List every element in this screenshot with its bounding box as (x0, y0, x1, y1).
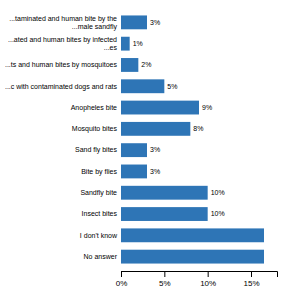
x-tick-mark (208, 271, 209, 277)
y-tick-label-line: Insect bites (82, 210, 118, 217)
y-tick: Bite by flies (81, 168, 117, 176)
data-label: 3% (150, 168, 160, 175)
data-label: 1% (133, 40, 143, 47)
y-tick-label: Anopheles bite (71, 104, 117, 112)
y-tick-label-line: ...c with contaminated dogs and rats (5, 83, 118, 91)
y-tick-label: ...taminated and human bite by the...mal… (9, 15, 117, 31)
y-tick: I don't know (80, 232, 118, 239)
x-tick: 10% (200, 271, 216, 288)
y-tick: ...c with contaminated dogs and rats (5, 83, 118, 91)
y-tick: Insect bites (82, 210, 118, 217)
bar (121, 228, 264, 242)
y-tick-label: ...c with contaminated dogs and rats (5, 83, 118, 91)
y-tick-label-line: ...taminated and human bite by the (9, 15, 117, 23)
x-tick-label: 15% (243, 279, 259, 288)
y-tick: Sand fly bites (75, 146, 118, 154)
bar (121, 250, 264, 264)
y-tick-label: I don't know (80, 232, 118, 239)
x-axis-line (122, 272, 278, 278)
data-label: 9% (202, 104, 212, 111)
y-tick-label-line: Sandfly bite (80, 189, 117, 197)
y-tick-label: Bite by flies (81, 168, 117, 176)
x-axis: 0% 5% 10% 15% (116, 271, 278, 288)
x-tick-mark (121, 271, 122, 277)
y-tick-label: Insect bites (82, 210, 118, 217)
y-tick: Mosquito bites (72, 125, 118, 133)
bar (121, 186, 208, 200)
bar (121, 37, 130, 51)
bar (121, 122, 190, 136)
x-tick: 15% (243, 271, 259, 288)
y-tick-label: Sandfly bite (80, 189, 117, 197)
y-tick-label: ...ts and human bites by mosquitoes (5, 61, 118, 69)
x-tick-label: 0% (116, 279, 128, 288)
y-tick: Anopheles bite (71, 104, 117, 112)
bar (121, 101, 199, 115)
y-tick-label-line: No answer (84, 253, 118, 260)
y-tick-label: Sand fly bites (75, 146, 118, 154)
bar (121, 165, 147, 179)
chart-container: 0% 5% 10% 15% No answer I don't know Insect bi… (0, 0, 293, 293)
bar (121, 207, 208, 221)
y-tick-label: Mosquito bites (72, 125, 118, 133)
bar (121, 79, 164, 93)
y-tick-label: ...ated and human bites by infected...es (8, 36, 117, 51)
data-label: 3% (150, 19, 160, 26)
x-tick-label: 5% (159, 279, 171, 288)
y-tick: Sandfly bite (80, 189, 117, 197)
y-tick: ...ated and human bites by infected...es (8, 36, 117, 51)
data-label: 5% (167, 83, 177, 90)
y-tick-label-line: Sand fly bites (75, 146, 118, 154)
bar (121, 143, 147, 157)
y-tick-label-line: Bite by flies (81, 168, 117, 176)
bars (121, 15, 264, 263)
data-labels: 10% 10% 3% 3% 8% 9% 5% 2% 1% 3% (133, 19, 225, 218)
x-tick: 0% (116, 271, 128, 288)
y-tick-label-line: ...es (104, 44, 118, 51)
plot-area: 0% 5% 10% 15% No answer I don't know Insect bi… (5, 15, 278, 288)
x-tick-mark (251, 271, 252, 277)
y-tick-label-line: Anopheles bite (71, 104, 117, 112)
y-tick: ...taminated and human bite by the...mal… (9, 15, 117, 31)
y-tick: No answer (84, 253, 118, 260)
x-tick-label: 10% (200, 279, 216, 288)
bar (121, 58, 138, 72)
data-label: 2% (141, 61, 151, 68)
data-label: 8% (193, 125, 203, 132)
y-tick-label-line: ...ated and human bites by infected (8, 36, 117, 44)
y-tick: ...ts and human bites by mosquitoes (5, 61, 118, 69)
x-tick-mark (164, 271, 165, 277)
bar (121, 15, 147, 29)
data-label: 3% (150, 146, 160, 153)
x-tick: 5% (159, 271, 171, 288)
y-tick-label-line: ...ts and human bites by mosquitoes (5, 61, 118, 69)
data-label: 10% (211, 210, 225, 217)
y-tick-label: No answer (84, 253, 118, 260)
y-tick-label-line: I don't know (80, 232, 118, 239)
y-tick-label-line: Mosquito bites (72, 125, 118, 133)
data-label: 10% (211, 189, 225, 196)
chart-svg: 0% 5% 10% 15% No answer I don't know Insect bi… (0, 0, 293, 293)
y-axis: No answer I don't know Insect bites Sandfly… (5, 15, 118, 260)
y-tick-label-line: ...male sandfly (72, 23, 118, 31)
